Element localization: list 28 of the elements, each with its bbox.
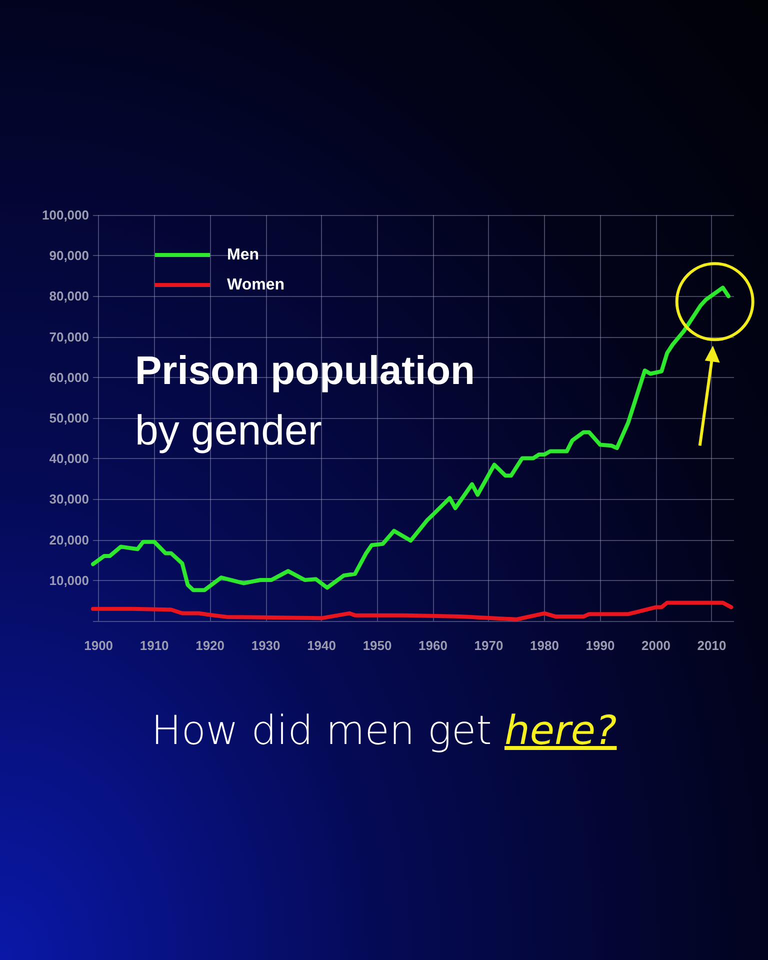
y-tick-label: 70,000 xyxy=(49,329,89,344)
y-tick-label: 90,000 xyxy=(49,248,89,264)
text: by gender xyxy=(135,406,322,454)
y-tick-label: 20,000 xyxy=(49,532,89,548)
x-tick-label: 2010 xyxy=(697,638,726,653)
x-tick-label: 1970 xyxy=(474,638,504,653)
x-tick-label: 1960 xyxy=(418,638,448,653)
y-tick-label: 50,000 xyxy=(49,410,89,426)
text: How did men get here? xyxy=(150,708,618,754)
x-tick-label: 1990 xyxy=(586,638,615,653)
legend-label: Women xyxy=(227,276,284,294)
y-tick-label: 10,000 xyxy=(49,572,89,588)
y-tick-label: 40,000 xyxy=(49,451,89,466)
x-tick-label: 2000 xyxy=(642,638,670,653)
x-tick-label: 1900 xyxy=(84,638,114,653)
y-tick-label: 80,000 xyxy=(49,288,89,304)
x-tick-label: 1910 xyxy=(140,638,169,653)
x-tick-label: 1950 xyxy=(362,638,392,653)
y-tick-label: 60,000 xyxy=(49,370,89,385)
x-tick-label: 1980 xyxy=(530,638,559,653)
x-tick-label: 1940 xyxy=(307,638,336,653)
x-tick-label: 1930 xyxy=(251,638,280,653)
y-tick-label: 30,000 xyxy=(49,492,89,507)
text: Prison population xyxy=(135,349,475,393)
legend-label: Men xyxy=(227,246,259,264)
y-tick-label: 100,000 xyxy=(42,208,89,222)
line-series xyxy=(91,600,734,622)
x-tick-label: 1920 xyxy=(196,638,225,653)
